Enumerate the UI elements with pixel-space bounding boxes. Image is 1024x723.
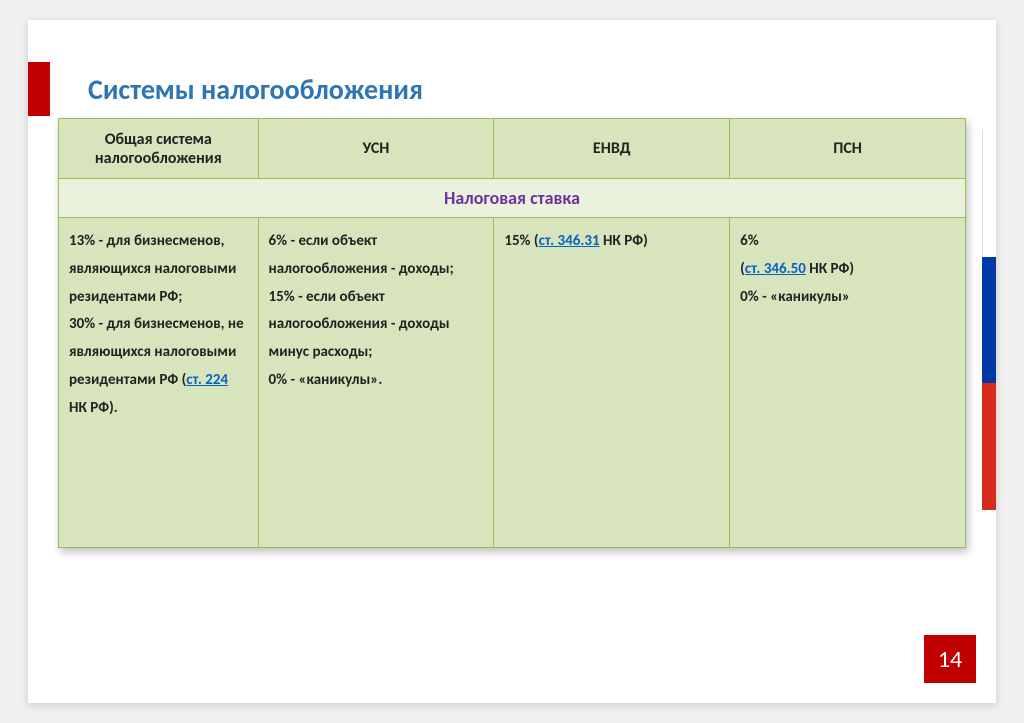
tax-table: Общая система налогообложения УСН ЕНВД П… <box>58 118 966 548</box>
cell-general: 13% - для бизнесменов, являющихся налого… <box>59 218 259 548</box>
flag-stripe <box>982 130 996 510</box>
table-header-row: Общая система налогообложения УСН ЕНВД П… <box>59 119 966 179</box>
accent-bar <box>28 62 50 116</box>
col-header-psn: ПСН <box>730 119 966 179</box>
law-link[interactable]: ст. 346.31 <box>539 232 600 250</box>
col-header-general: Общая система налогообложения <box>59 119 259 179</box>
cell-text: НК РФ) <box>600 232 648 250</box>
cell-psn: 6% (ст. 346.50 НК РФ) 0% - «каникулы» <box>730 218 966 548</box>
slide: Системы налогообложения Общая система на… <box>28 20 996 703</box>
flag-red <box>982 383 996 510</box>
page-number: 14 <box>924 635 976 683</box>
cell-text: 13% - для бизнесменов, являющихся налого… <box>69 232 244 389</box>
col-header-envd: ЕНВД <box>494 119 730 179</box>
law-link[interactable]: ст. 346.50 <box>745 260 806 278</box>
rate-subheader: Налоговая ставка <box>59 179 966 218</box>
cell-envd: 15% (ст. 346.31 НК РФ) <box>494 218 730 548</box>
cell-text: НК РФ). <box>69 399 118 417</box>
col-header-usn: УСН <box>258 119 494 179</box>
cell-usn: 6% - если объект налогообложения - доход… <box>258 218 494 548</box>
law-link[interactable]: ст. 224 <box>186 371 228 389</box>
table-row: 13% - для бизнесменов, являющихся налого… <box>59 218 966 548</box>
subheader-row: Налоговая ставка <box>59 179 966 218</box>
title-row: Системы налогообложения <box>28 62 423 116</box>
flag-white <box>982 130 996 257</box>
cell-text: 6% - если объект налогообложения - доход… <box>269 232 454 389</box>
slide-title: Системы налогообложения <box>88 72 423 107</box>
cell-text: 15% ( <box>504 232 538 250</box>
flag-blue <box>982 257 996 384</box>
